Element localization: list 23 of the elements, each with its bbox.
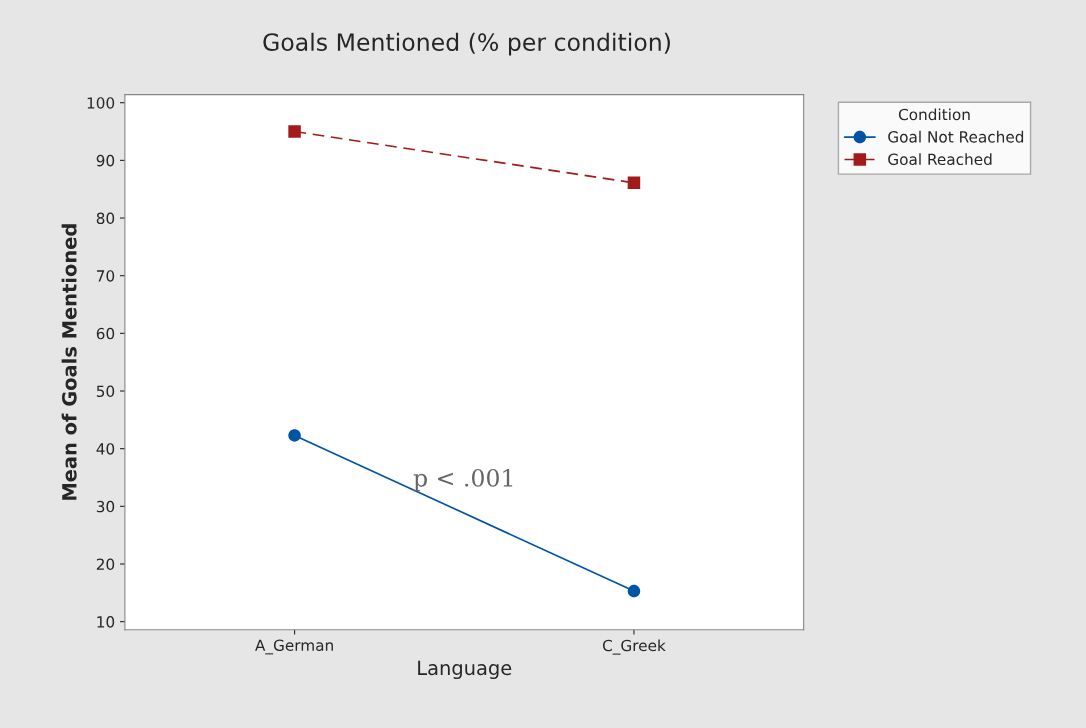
y-axis-title: Mean of Goals Mentioned — [61, 224, 77, 500]
point — [288, 429, 301, 442]
point — [627, 584, 641, 598]
legend-label: Goal Reached — [888, 153, 992, 166]
point — [288, 125, 301, 138]
y-tick-label: 20 — [96, 558, 115, 571]
x-tick-label: C_Greek — [602, 639, 666, 655]
y-tick-label: 70 — [96, 270, 115, 282]
y-tick-label: 90 — [96, 154, 115, 167]
x-axis-title: Language — [418, 660, 512, 680]
y-tick-label: 30 — [96, 500, 115, 513]
y-tick-label: 50 — [96, 385, 115, 398]
y-tick-label: 10 — [97, 616, 115, 628]
x-tick-label: A_German — [255, 639, 333, 655]
legend-title: Condition — [898, 108, 970, 121]
chart-title: Goals Mentioned (% per condition) — [263, 32, 670, 56]
y-tick-label: 60 — [96, 327, 115, 340]
annotation: p < .001 — [413, 468, 513, 492]
y-tick-label: 40 — [96, 443, 115, 455]
y-tick-label: 100 — [87, 97, 115, 109]
legend-label: Goal Not Reached — [888, 130, 1024, 143]
point — [627, 176, 641, 190]
y-tick-label: 80 — [96, 212, 115, 225]
